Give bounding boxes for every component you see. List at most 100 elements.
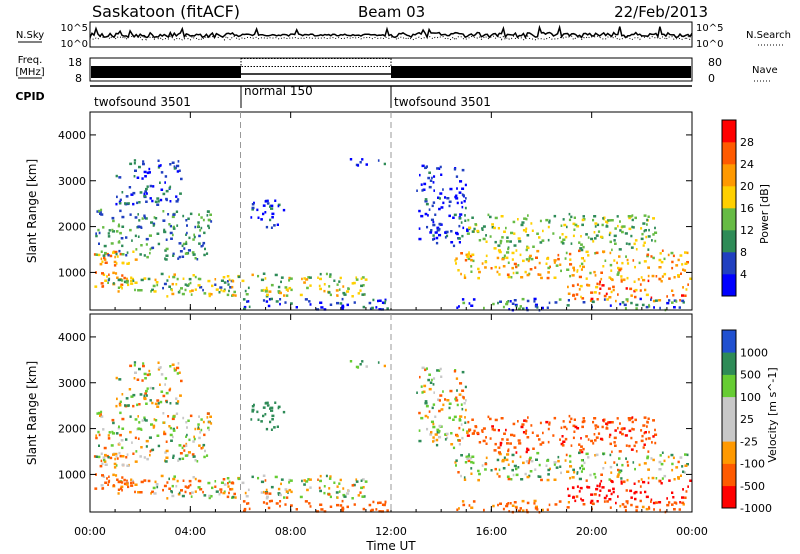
power-cell (251, 273, 254, 277)
velocity-cell (244, 491, 247, 495)
power-cell (116, 276, 119, 279)
velocity-cell (658, 501, 662, 504)
velocity-cell (172, 454, 175, 458)
power-cell (634, 295, 637, 299)
velocity-cell (127, 404, 130, 407)
power-cell (170, 237, 173, 240)
velocity-cell (439, 367, 442, 371)
velocity-cell (231, 487, 234, 491)
velocity-cell (416, 391, 418, 394)
power-cell (639, 289, 642, 292)
power-cell (306, 286, 309, 290)
power-cell (440, 173, 443, 176)
velocity-cell (564, 459, 567, 462)
velocity-cell (179, 394, 182, 397)
power-cell (159, 198, 163, 202)
power-cell (96, 210, 100, 213)
velocity-cell (128, 388, 132, 391)
power-cell (143, 214, 146, 217)
power-cell (677, 258, 680, 262)
power-cell (121, 274, 124, 277)
power-cell (530, 222, 533, 225)
velocity-cell (582, 417, 585, 420)
velocity-cell (93, 455, 97, 458)
power-cell (548, 219, 551, 222)
power-cell (147, 277, 151, 281)
power-cell (481, 228, 484, 231)
velocity-cell (172, 415, 176, 418)
velocity-cell (143, 479, 147, 482)
velocity-cell (323, 491, 326, 495)
velocity-cell (612, 487, 615, 491)
power-cell (165, 254, 169, 257)
power-cell (497, 227, 500, 230)
power-cell (182, 242, 186, 246)
velocity-cell (188, 438, 191, 442)
power-cell (111, 230, 115, 233)
velocity-cell (119, 411, 122, 415)
power-cell (309, 276, 312, 279)
velocity-cell (499, 443, 502, 447)
power-cell (673, 306, 676, 309)
velocity-cell (617, 426, 619, 430)
velocity-cell (513, 434, 516, 437)
velocity-cell (198, 415, 200, 418)
velocity-cell (319, 489, 322, 493)
velocity-cell (684, 496, 687, 499)
velocity-cell (450, 443, 454, 446)
power-cell (432, 201, 436, 204)
velocity-cell (418, 411, 421, 415)
power-cell (199, 286, 203, 289)
power-cell (181, 292, 185, 296)
velocity-cell (526, 475, 530, 479)
velocity-cell (119, 487, 123, 490)
velocity-cell (165, 400, 168, 404)
velocity-cell (684, 464, 688, 467)
velocity-cell (499, 441, 503, 445)
power-cell (587, 284, 591, 287)
velocity-cell (529, 456, 532, 460)
power-cell (466, 229, 469, 232)
velocity-cell (442, 390, 444, 393)
velocity-cell (461, 436, 464, 440)
velocity-cell (503, 456, 506, 459)
velocity-cell (511, 460, 514, 463)
velocity-cell (279, 504, 281, 508)
power-cell (277, 290, 281, 293)
velocity-cell (671, 462, 674, 466)
power-colorbar-cell (722, 274, 736, 297)
y-tick-label: 2000 (58, 221, 86, 234)
power-cell (163, 228, 166, 232)
velocity-cell (112, 421, 115, 425)
power-cell (528, 256, 531, 259)
velocity-cell (594, 454, 597, 457)
power-cell (582, 265, 585, 269)
power-cell (506, 273, 510, 276)
power-cell (164, 175, 168, 178)
power-colorbar-tick: 8 (740, 246, 747, 259)
power-cell (131, 277, 134, 281)
power-cell (458, 305, 460, 308)
power-cell (449, 187, 453, 191)
velocity-cell (477, 469, 480, 473)
power-cell (173, 273, 176, 276)
velocity-cell (138, 403, 141, 406)
velocity-colorbar-tick: 500 (740, 369, 761, 382)
velocity-cell (496, 458, 500, 462)
power-cell (497, 249, 501, 252)
power-cell (639, 297, 642, 301)
velocity-cell (432, 403, 436, 406)
velocity-cell (319, 503, 323, 506)
velocity-cell (270, 485, 274, 489)
power-cell (652, 233, 655, 236)
power-cell (148, 171, 151, 174)
velocity-cell (138, 427, 142, 431)
velocity-cell (553, 463, 556, 466)
power-cell (562, 218, 565, 221)
power-cell (336, 294, 339, 297)
velocity-cell (121, 427, 125, 430)
power-cell (112, 219, 115, 223)
velocity-cell (182, 444, 186, 448)
velocity-cell (569, 460, 572, 463)
power-cell (277, 204, 280, 208)
